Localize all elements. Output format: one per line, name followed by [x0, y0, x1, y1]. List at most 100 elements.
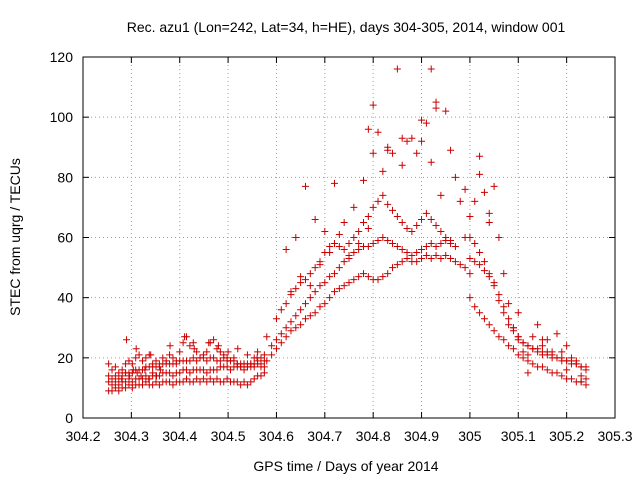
data-point: [509, 345, 517, 353]
data-point: [422, 243, 430, 251]
chart-title: Rec. azu1 (Lon=242, Lat=34, h=HE), days …: [127, 19, 566, 35]
data-point: [118, 366, 126, 374]
data-point: [335, 264, 343, 272]
data-point: [233, 378, 241, 386]
data-point: [321, 227, 329, 235]
data-point: [153, 372, 161, 380]
y-tick-label: 60: [57, 230, 73, 246]
data-point: [480, 315, 488, 323]
data-point: [297, 279, 305, 287]
data-point: [330, 179, 338, 187]
data-point: [210, 354, 218, 362]
data-point: [253, 354, 261, 362]
x-tick-label: 305.2: [549, 428, 584, 444]
data-point: [132, 345, 140, 353]
data-point: [181, 333, 189, 341]
data-point: [427, 65, 435, 73]
x-tick-label: 304.8: [356, 428, 391, 444]
data-point: [456, 197, 464, 205]
data-point: [524, 369, 532, 377]
data-point: [389, 264, 397, 272]
data-point: [340, 258, 348, 266]
data-point: [364, 212, 372, 220]
data-point: [306, 270, 314, 278]
data-point: [330, 270, 338, 278]
data-point: [199, 351, 207, 359]
data-point: [145, 375, 153, 383]
data-point: [529, 360, 537, 368]
data-point: [582, 366, 590, 374]
data-point: [442, 234, 450, 241]
x-tick-label: 304.5: [211, 428, 246, 444]
data-point: [277, 339, 285, 347]
data-point: [485, 209, 493, 217]
data-point: [389, 240, 397, 248]
data-point: [263, 357, 271, 365]
data-point: [155, 381, 163, 389]
data-point: [418, 215, 426, 223]
data-point: [384, 237, 392, 245]
data-point: [563, 366, 571, 374]
data-point: [105, 378, 113, 386]
data-point: [326, 294, 334, 302]
data-point: [360, 270, 368, 278]
data-point: [186, 357, 194, 365]
data-point: [398, 258, 406, 266]
data-point: [355, 246, 363, 254]
data-point: [210, 336, 218, 344]
data-point: [189, 339, 197, 347]
data-point: [456, 261, 464, 269]
data-point: [137, 372, 145, 380]
y-tick-label: 40: [57, 290, 73, 306]
data-point: [485, 321, 493, 329]
data-point: [203, 378, 211, 386]
data-point: [155, 360, 163, 368]
data-point: [142, 378, 150, 386]
data-point: [115, 387, 123, 395]
data-point: [216, 348, 224, 356]
data-point: [227, 366, 235, 374]
data-point: [369, 203, 377, 211]
data-point: [476, 261, 484, 269]
data-point: [254, 348, 262, 356]
data-point: [480, 188, 488, 196]
data-point: [152, 378, 160, 386]
data-point: [297, 321, 305, 329]
data-point: [176, 348, 184, 356]
data-point: [297, 306, 305, 314]
data-point: [335, 230, 343, 238]
data-point: [125, 357, 133, 365]
data-point: [500, 270, 508, 278]
data-point: [111, 372, 119, 380]
data-point: [292, 312, 300, 320]
data-point: [321, 279, 329, 287]
data-point: [398, 218, 406, 226]
data-point: [476, 170, 484, 178]
data-point: [577, 378, 585, 386]
data-point: [558, 348, 566, 356]
data-point: [243, 381, 251, 389]
data-point: [105, 372, 113, 380]
data-point: [350, 249, 358, 257]
data-point: [186, 342, 194, 350]
y-tick-label: 20: [57, 350, 73, 366]
data-point: [340, 282, 348, 290]
data-points: [105, 65, 590, 395]
data-point: [476, 249, 484, 257]
data-point: [418, 255, 426, 263]
data-point: [199, 366, 207, 374]
data-point: [403, 137, 411, 145]
data-point: [277, 330, 285, 338]
data-point: [485, 270, 493, 278]
data-point: [422, 209, 430, 217]
data-point: [122, 378, 130, 386]
data-point: [529, 333, 537, 341]
data-point: [297, 273, 305, 281]
data-point: [220, 351, 228, 359]
x-tick-label: 304.2: [65, 428, 100, 444]
data-point: [335, 243, 343, 251]
data-point: [260, 351, 268, 359]
data-point: [408, 227, 416, 235]
data-point: [213, 345, 221, 353]
data-point: [111, 384, 119, 392]
